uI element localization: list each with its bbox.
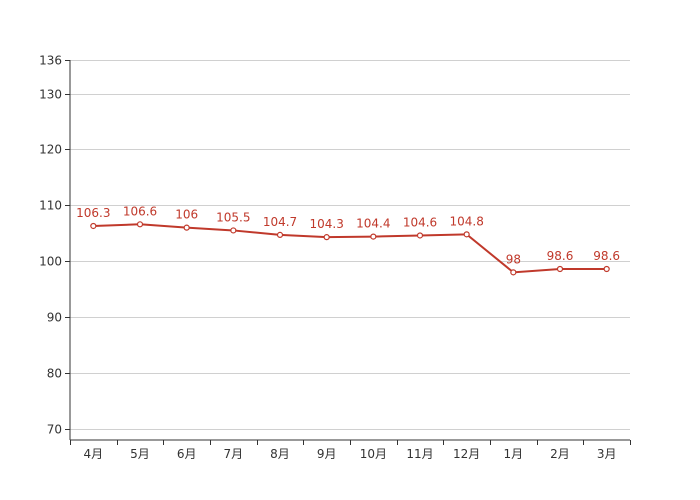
- x-tick-label: 7月: [224, 447, 244, 461]
- data-label: 105.5: [216, 210, 250, 224]
- x-tick-label: 8月: [270, 447, 290, 461]
- data-label: 106.6: [123, 204, 157, 218]
- data-label: 104.7: [263, 215, 297, 229]
- y-tick-label: 130: [39, 88, 62, 102]
- y-tick-label: 70: [47, 423, 62, 437]
- data-label: 98: [506, 252, 521, 266]
- y-tick-label: 90: [47, 311, 62, 325]
- x-tick-label: 10月: [360, 447, 387, 461]
- x-tick-label: 2月: [550, 447, 570, 461]
- y-tick-label: 110: [39, 199, 62, 213]
- x-tick-label: 9月: [317, 447, 337, 461]
- data-point: [90, 222, 97, 230]
- y-tick-label: 136: [39, 54, 62, 68]
- y-axis-ticks: 70 80 90 100 110 120 130 136: [39, 54, 70, 437]
- data-label: 104.4: [356, 217, 390, 231]
- data-point: [183, 224, 190, 231]
- data-label: 104.6: [403, 215, 437, 229]
- x-tick-label: 5月: [130, 447, 150, 461]
- x-axis-ticks: 4月 5月 6月 7月 8月 9月 10月 11月 12月 1月 2月 3月: [70, 440, 631, 461]
- data-point: [463, 231, 470, 238]
- data-label: 104.8: [449, 214, 483, 228]
- data-point: [416, 232, 424, 239]
- data-label: 106.3: [76, 206, 110, 220]
- x-tick-label: 4月: [84, 447, 104, 461]
- x-tick-label: 3月: [597, 447, 617, 461]
- data-label: 106: [175, 208, 198, 222]
- data-label: 104.3: [309, 217, 343, 231]
- y-tick-label: 80: [47, 367, 62, 381]
- data-label: 98.6: [593, 249, 620, 263]
- data-point: [603, 265, 610, 273]
- series-group: [90, 221, 610, 276]
- series-line: [93, 223, 607, 274]
- data-point: [370, 233, 377, 240]
- data-point: [136, 221, 144, 228]
- data-point: [510, 269, 517, 276]
- x-tick-label: 6月: [177, 447, 197, 461]
- data-label: 98.6: [547, 249, 574, 263]
- data-labels: 106.3 106.6 106 105.5 104.7 104.3 104.4 104.6 10…: [76, 204, 620, 266]
- gridlines: [70, 60, 630, 430]
- x-tick-label: 12月: [453, 447, 480, 461]
- data-point: [556, 265, 564, 273]
- x-tick-label: 1月: [504, 447, 524, 461]
- data-point: [276, 231, 284, 239]
- y-tick-label: 100: [39, 255, 62, 269]
- data-point: [323, 234, 330, 241]
- x-tick-label: 11月: [406, 447, 433, 461]
- data-point: [230, 227, 237, 234]
- y-tick-label: 120: [39, 143, 62, 157]
